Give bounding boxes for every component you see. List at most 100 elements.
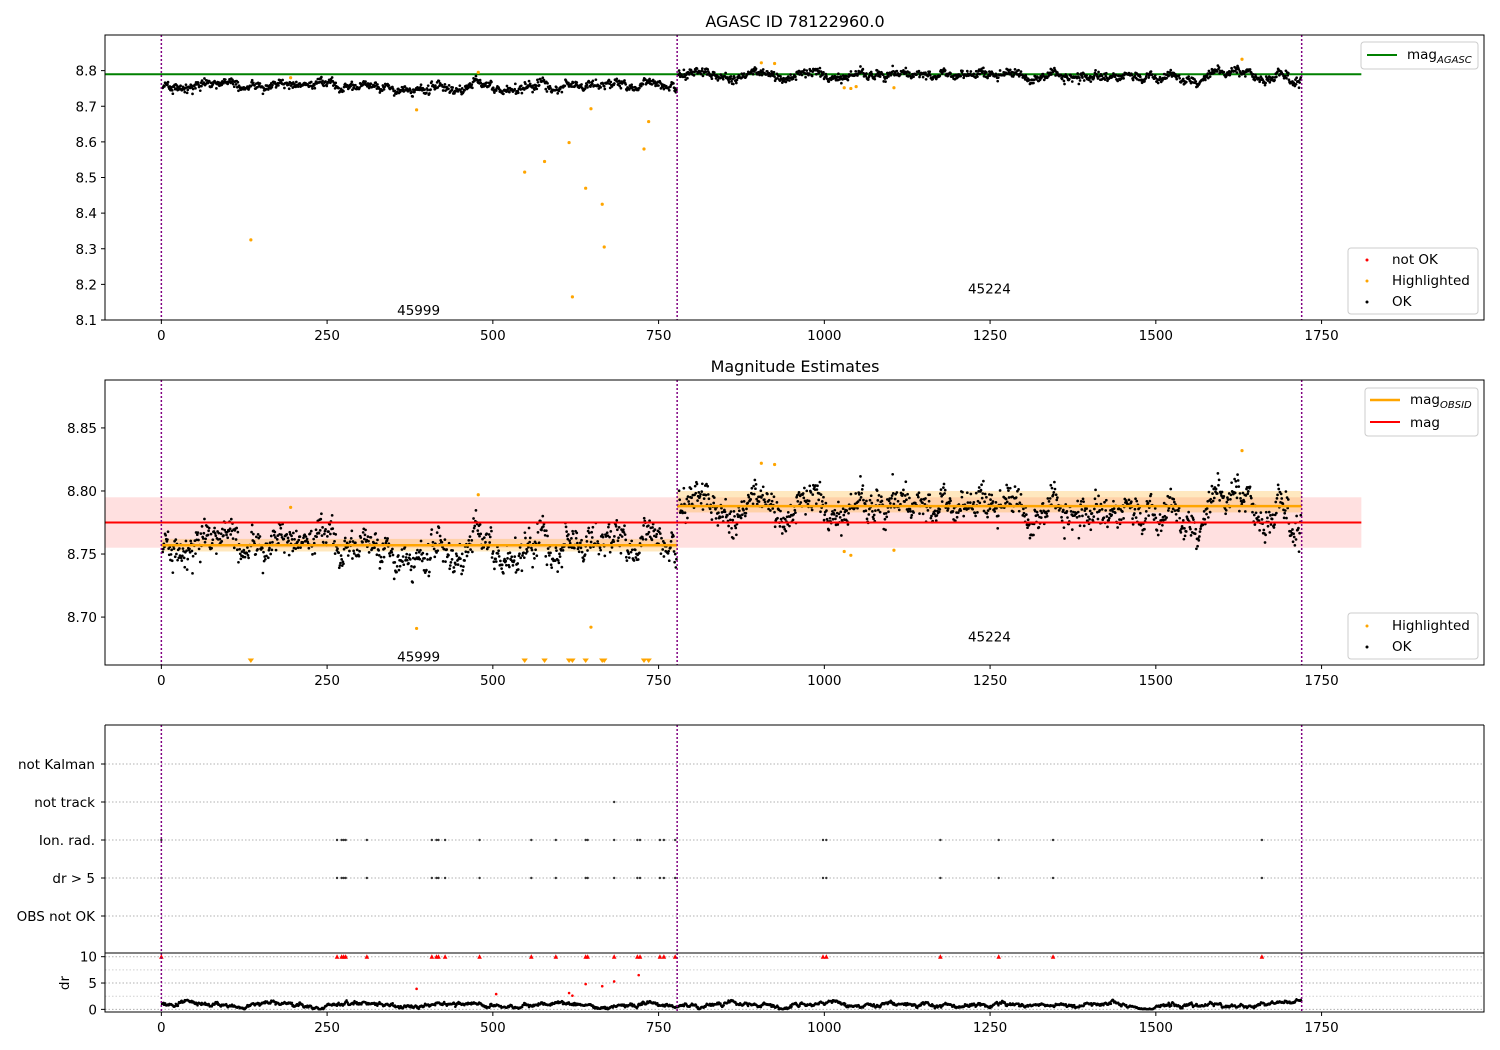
ok-point xyxy=(333,539,336,543)
ok-point xyxy=(996,514,1000,518)
ok-point xyxy=(1283,74,1287,78)
ok-point xyxy=(1233,477,1236,481)
ok-point xyxy=(546,534,549,538)
ok-point xyxy=(921,501,924,505)
ok-point xyxy=(749,498,753,501)
flag-point xyxy=(821,838,825,842)
ok-point xyxy=(803,68,806,72)
ok-point xyxy=(423,88,426,91)
ok-point xyxy=(1078,79,1082,82)
below-axis-marker xyxy=(645,658,652,663)
ok-point xyxy=(806,502,810,506)
ok-point xyxy=(207,529,210,533)
ok-point xyxy=(598,546,602,550)
ok-point xyxy=(633,548,637,552)
ok-point xyxy=(887,510,890,514)
ok-point xyxy=(1177,509,1180,513)
ok-point xyxy=(895,69,899,73)
ok-point xyxy=(1275,75,1278,79)
ok-point xyxy=(627,556,631,560)
ok-point xyxy=(686,495,690,498)
ok-point xyxy=(837,72,840,76)
ok-point xyxy=(1013,68,1017,71)
flag-point xyxy=(939,876,942,880)
ok-point xyxy=(557,561,561,565)
ok-point xyxy=(173,555,177,559)
ok-point xyxy=(458,84,462,88)
ok-point xyxy=(721,515,724,519)
ok-point xyxy=(491,86,495,90)
ok-point xyxy=(587,526,591,530)
ok-point xyxy=(243,555,247,559)
ok-point xyxy=(270,548,274,552)
ok-point xyxy=(215,552,218,556)
ok-point xyxy=(828,516,832,520)
ok-point xyxy=(797,493,800,496)
ok-point xyxy=(712,71,716,74)
ok-point xyxy=(203,517,206,521)
ok-point xyxy=(822,495,825,499)
ok-point xyxy=(337,566,341,570)
ok-point xyxy=(827,528,831,532)
ok-point xyxy=(1225,500,1229,504)
ok-point xyxy=(377,549,381,552)
highlighted-point xyxy=(523,170,527,174)
x-tick-label: 1500 xyxy=(1139,673,1173,689)
ok-point xyxy=(660,536,663,540)
ok-point xyxy=(459,557,462,561)
ok-point xyxy=(699,501,703,505)
ok-point xyxy=(367,86,371,90)
ok-point xyxy=(536,80,540,84)
ok-point xyxy=(214,534,218,538)
ok-point xyxy=(689,68,693,72)
highlighted-point xyxy=(892,86,896,90)
ok-point xyxy=(419,83,423,87)
ok-point xyxy=(976,511,979,514)
ok-point xyxy=(779,517,783,521)
ok-point xyxy=(868,507,871,511)
flag-point xyxy=(365,876,369,880)
ok-point xyxy=(982,509,986,513)
ok-point xyxy=(780,532,784,535)
below-axis-marker xyxy=(247,658,255,663)
dr-point xyxy=(196,1004,199,1007)
ok-point xyxy=(770,70,773,73)
ok-point xyxy=(728,512,732,516)
ok-point xyxy=(1070,528,1074,531)
ok-point xyxy=(395,570,398,574)
ok-point xyxy=(974,514,977,518)
ok-point xyxy=(667,88,671,92)
ok-point xyxy=(488,541,492,544)
ok-point xyxy=(860,488,864,491)
ok-point xyxy=(755,502,759,506)
ok-point xyxy=(387,84,391,87)
ok-point xyxy=(364,528,367,532)
ok-point xyxy=(550,566,554,569)
ok-point xyxy=(956,511,960,514)
ok-point xyxy=(182,556,186,560)
ok-point xyxy=(959,509,963,512)
ok-point xyxy=(929,516,933,520)
ok-point xyxy=(698,495,702,498)
ok-point xyxy=(1045,514,1049,518)
ok-point xyxy=(1262,528,1266,532)
ok-point xyxy=(878,510,882,514)
ok-point xyxy=(1055,498,1059,502)
ok-point xyxy=(1039,509,1043,513)
ok-point xyxy=(1011,510,1015,514)
ok-point xyxy=(1266,524,1270,528)
ok-point xyxy=(236,80,240,84)
ok-point xyxy=(1169,487,1173,491)
ok-point xyxy=(565,530,568,533)
x-tick-label: 500 xyxy=(480,673,506,689)
ok-point xyxy=(535,554,539,558)
ok-point xyxy=(636,558,640,561)
ok-point xyxy=(220,540,224,543)
ok-point xyxy=(472,517,475,520)
ok-point xyxy=(792,513,795,516)
ok-point xyxy=(591,79,595,83)
ok-point xyxy=(272,533,276,537)
ok-point xyxy=(891,472,895,476)
flag-point xyxy=(825,876,828,880)
ok-point xyxy=(350,80,354,84)
